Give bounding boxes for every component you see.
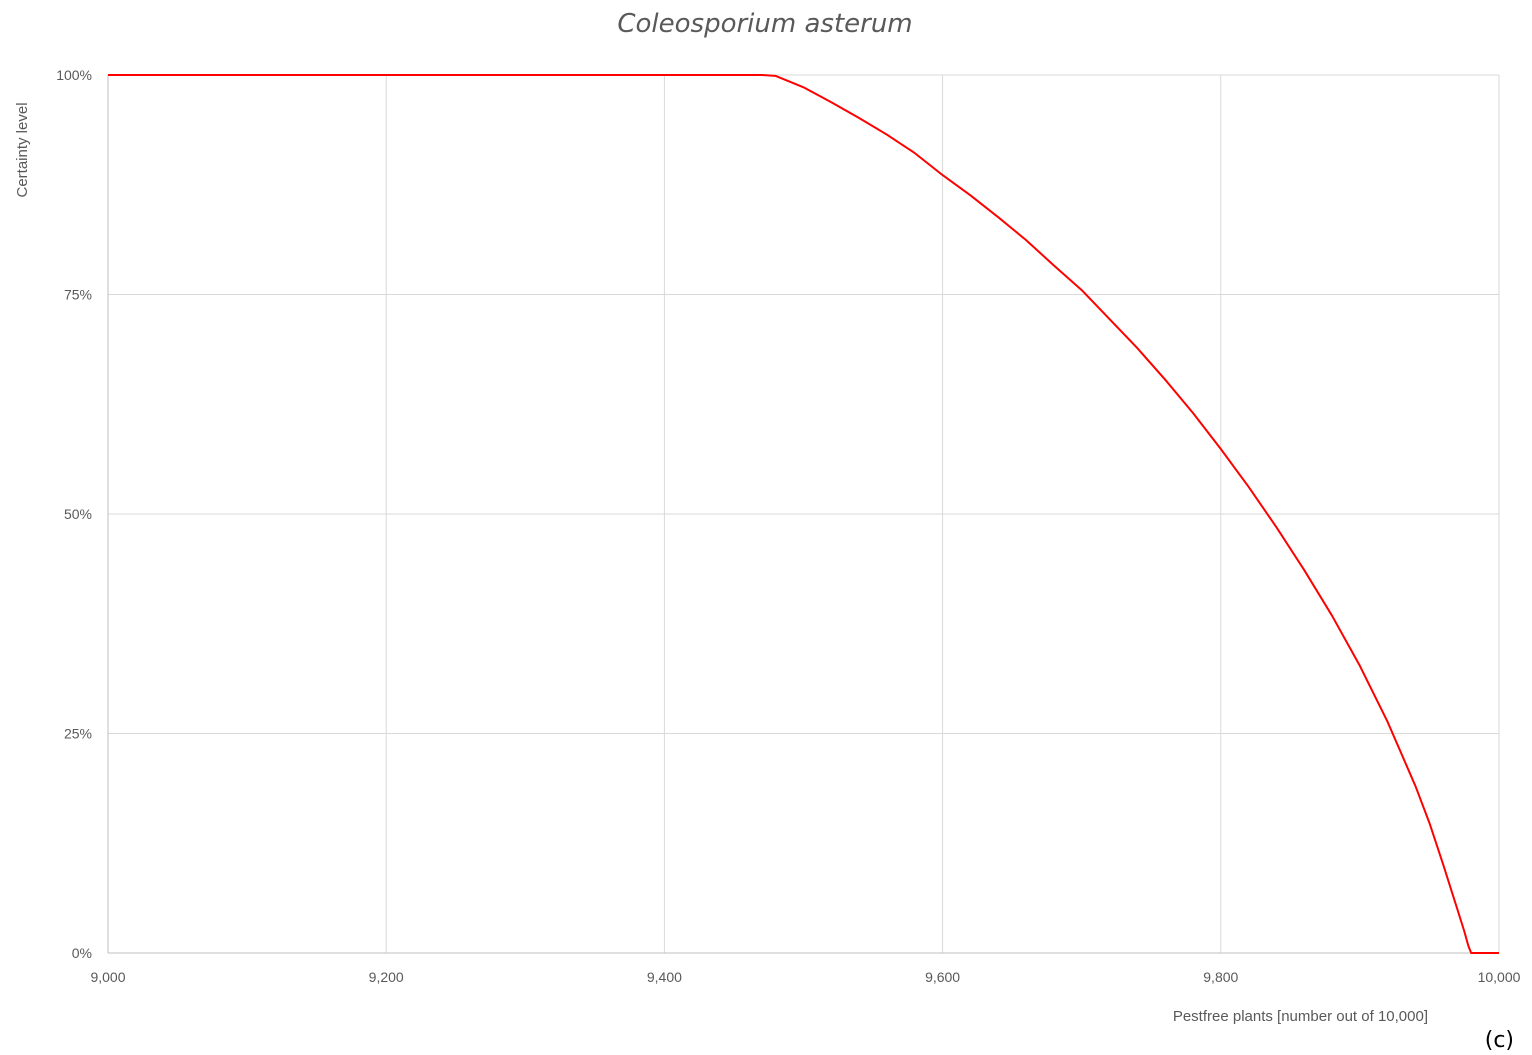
y-tick-label: 25% [64, 726, 92, 742]
y-tick-label: 0% [72, 945, 92, 961]
panel-label: (c) [1485, 1028, 1514, 1053]
y-tick-label: 75% [64, 287, 92, 303]
chart-title: Coleosporium asterum [617, 9, 912, 39]
y-tick-label: 50% [64, 506, 92, 522]
axes [107, 75, 1499, 954]
gridlines [108, 74, 1500, 953]
x-tick-label: 9,800 [1203, 969, 1238, 985]
y-axis-ticks: 0% 25% 50% 75% 100% [56, 67, 92, 961]
y-axis-label: Certainty level [14, 102, 31, 197]
x-tick-label: 9,200 [369, 969, 404, 985]
series-line [108, 74, 1499, 954]
x-axis-label: Pestfree plants [number out of 10,000] [1173, 1008, 1428, 1025]
y-tick-label: 100% [56, 67, 92, 83]
x-tick-label: 10,000 [1478, 969, 1521, 985]
x-axis-ticks: 9,000 9,200 9,400 9,600 9,800 10,000 [90, 969, 1520, 985]
x-tick-label: 9,600 [925, 969, 960, 985]
x-tick-label: 9,400 [647, 969, 682, 985]
x-tick-label: 9,000 [90, 969, 125, 985]
